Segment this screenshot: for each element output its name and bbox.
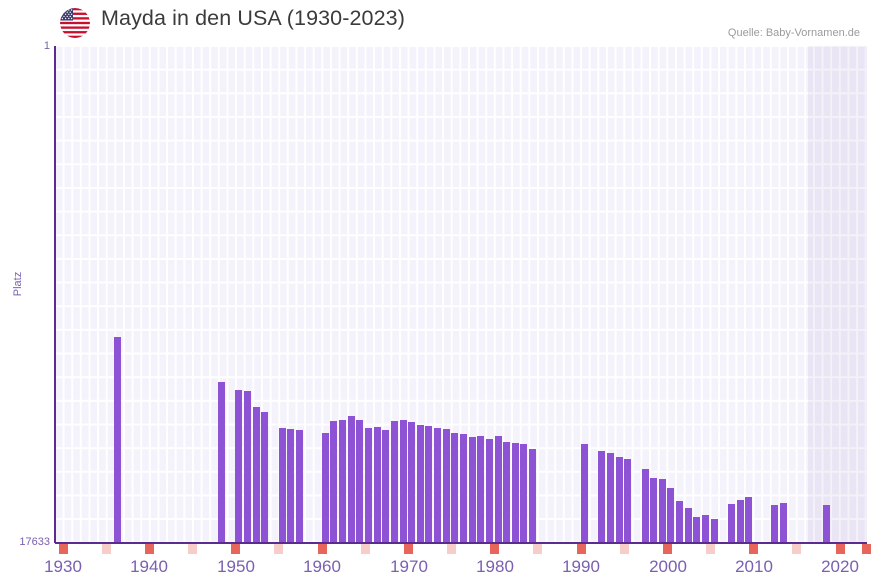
bar-1961[interactable]: [330, 421, 337, 543]
bar-1957[interactable]: [296, 430, 303, 543]
y-axis-title: Platz: [12, 271, 24, 297]
bar-1980[interactable]: [495, 436, 502, 543]
bar-1977[interactable]: [469, 437, 476, 543]
x-axis-tick-9: [447, 544, 456, 554]
x-axis-label-2000: 2000: [649, 557, 687, 576]
x-axis-tick-17: [792, 544, 801, 554]
bar-1982[interactable]: [512, 443, 519, 543]
y-axis-bottom-label: 17633: [19, 536, 50, 548]
x-axis-tick-4: [231, 544, 240, 554]
bar-1997[interactable]: [642, 469, 649, 543]
bar-1970[interactable]: [408, 422, 415, 543]
bar-1994[interactable]: [616, 457, 623, 543]
bar-1972[interactable]: [425, 426, 432, 543]
x-axis-label-2010: 2010: [735, 557, 773, 576]
bar-1999[interactable]: [659, 479, 666, 543]
bar-1990[interactable]: [581, 444, 588, 543]
bar-1998[interactable]: [650, 478, 657, 543]
bar-1983[interactable]: [520, 444, 527, 543]
bar-1976[interactable]: [460, 434, 467, 543]
bar-2005[interactable]: [711, 519, 718, 543]
x-axis-label-1930: 1930: [44, 557, 82, 576]
x-axis-tick-15: [706, 544, 715, 554]
bar-1936[interactable]: [114, 337, 121, 543]
bar-1965[interactable]: [365, 428, 372, 543]
x-axis-tick-3: [188, 544, 197, 554]
x-axis-tick-14: [663, 544, 672, 554]
plot-area: [55, 46, 867, 543]
x-axis-tick-8: [404, 544, 413, 554]
x-axis-label-2020: 2020: [821, 557, 859, 576]
bar-1950[interactable]: [235, 390, 242, 543]
x-axis-tick-11: [533, 544, 542, 554]
x-axis-tick-10: [490, 544, 499, 554]
bar-1963[interactable]: [348, 416, 355, 543]
x-axis-line: [55, 541, 867, 544]
future-shaded-band: [808, 46, 867, 543]
bar-1955[interactable]: [279, 428, 286, 543]
source-label: Quelle: Baby-Vornamen.de: [727, 27, 860, 39]
y-axis-top-label: 1: [43, 40, 50, 52]
bar-1992[interactable]: [598, 451, 605, 543]
bar-2008[interactable]: [737, 500, 744, 543]
x-axis-label-1950: 1950: [217, 557, 255, 576]
bar-1981[interactable]: [503, 442, 510, 543]
x-axis-tick-1: [102, 544, 111, 554]
bar-2004[interactable]: [702, 515, 709, 543]
x-axis-label-1990: 1990: [562, 557, 600, 576]
x-axis-tick-12: [577, 544, 586, 554]
x-axis-label-1970: 1970: [390, 557, 428, 576]
x-axis-tick-0: [59, 544, 68, 554]
bar-1971[interactable]: [417, 425, 424, 543]
bar-1979[interactable]: [486, 439, 493, 543]
bar-1964[interactable]: [356, 420, 363, 543]
bar-1967[interactable]: [382, 430, 389, 543]
bar-1975[interactable]: [451, 433, 458, 543]
bar-2000[interactable]: [667, 488, 674, 543]
chart-header: Mayda in den USA (1930-2023) Quelle: Bab…: [0, 0, 873, 44]
x-axis-label-1980: 1980: [476, 557, 514, 576]
bar-1995[interactable]: [624, 459, 631, 543]
x-axis-label-1940: 1940: [130, 557, 168, 576]
x-axis-tick-16: [749, 544, 758, 554]
bar-2003[interactable]: [693, 517, 700, 543]
bar-1953[interactable]: [261, 412, 268, 543]
bar-1951[interactable]: [244, 391, 251, 543]
us-flag-icon: [60, 8, 90, 38]
bar-1948[interactable]: [218, 382, 225, 543]
x-axis-tick-5: [274, 544, 283, 554]
x-axis-tick-19: [862, 544, 871, 554]
bar-2012[interactable]: [771, 505, 778, 543]
bar-1973[interactable]: [434, 428, 441, 543]
bar-2007[interactable]: [728, 504, 735, 543]
bar-1962[interactable]: [339, 420, 346, 543]
x-axis-label-1960: 1960: [303, 557, 341, 576]
bar-1966[interactable]: [374, 427, 381, 543]
bar-2001[interactable]: [676, 501, 683, 543]
bar-1993[interactable]: [607, 453, 614, 543]
bar-1956[interactable]: [287, 429, 294, 543]
bar-1952[interactable]: [253, 407, 260, 543]
x-axis-tick-13: [620, 544, 629, 554]
bar-1974[interactable]: [443, 429, 450, 543]
bar-1984[interactable]: [529, 449, 536, 543]
x-axis-tick-2: [145, 544, 154, 554]
bar-1960[interactable]: [322, 433, 329, 543]
y-axis-line: [54, 46, 56, 543]
bar-2009[interactable]: [745, 497, 752, 543]
bar-2018[interactable]: [823, 505, 830, 543]
bar-1969[interactable]: [400, 420, 407, 543]
bar-1968[interactable]: [391, 421, 398, 543]
bar-2013[interactable]: [780, 503, 787, 543]
x-axis-tick-18: [836, 544, 845, 554]
x-axis-tick-7: [361, 544, 370, 554]
x-axis-ticks: [55, 544, 871, 554]
x-axis-labels: 1930 1940 1950 1960 1970 1980 1990 2000 2010 2020: [0, 557, 873, 585]
bar-2002[interactable]: [685, 508, 692, 543]
x-axis-tick-6: [318, 544, 327, 554]
page-title: Mayda in den USA (1930-2023): [101, 6, 405, 30]
bar-series: [55, 46, 867, 543]
bar-1978[interactable]: [477, 436, 484, 543]
